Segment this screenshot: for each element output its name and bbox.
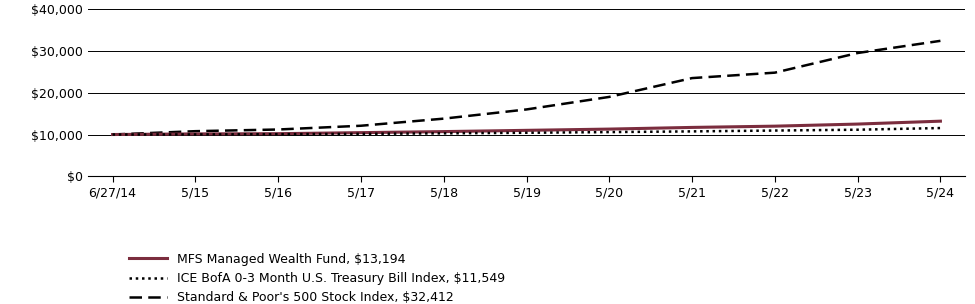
- Standard & Poor's 500 Stock Index, $32,412: [272, 128, 284, 131]
- MFS Managed Wealth Fund, $13,194: [355, 131, 367, 134]
- Standard & Poor's 500 Stock Index, $32,412: [106, 133, 118, 136]
- MFS Managed Wealth Fund, $13,194: [521, 129, 532, 132]
- MFS Managed Wealth Fund, $13,194: [604, 127, 615, 131]
- MFS Managed Wealth Fund, $13,194: [686, 126, 698, 129]
- ICE BofA 0-3 Month U.S. Treasury Bill Index, $11,549: [189, 133, 201, 136]
- Standard & Poor's 500 Stock Index, $32,412: [769, 71, 781, 74]
- ICE BofA 0-3 Month U.S. Treasury Bill Index, $11,549: [935, 126, 947, 130]
- ICE BofA 0-3 Month U.S. Treasury Bill Index, $11,549: [272, 132, 284, 136]
- Standard & Poor's 500 Stock Index, $32,412: [355, 124, 367, 128]
- Standard & Poor's 500 Stock Index, $32,412: [189, 130, 201, 133]
- ICE BofA 0-3 Month U.S. Treasury Bill Index, $11,549: [769, 129, 781, 132]
- ICE BofA 0-3 Month U.S. Treasury Bill Index, $11,549: [604, 130, 615, 134]
- MFS Managed Wealth Fund, $13,194: [189, 132, 201, 136]
- ICE BofA 0-3 Month U.S. Treasury Bill Index, $11,549: [438, 132, 449, 135]
- Line: Standard & Poor's 500 Stock Index, $32,412: Standard & Poor's 500 Stock Index, $32,4…: [112, 41, 941, 135]
- MFS Managed Wealth Fund, $13,194: [272, 132, 284, 136]
- ICE BofA 0-3 Month U.S. Treasury Bill Index, $11,549: [106, 133, 118, 136]
- Standard & Poor's 500 Stock Index, $32,412: [935, 39, 947, 43]
- MFS Managed Wealth Fund, $13,194: [438, 130, 449, 133]
- MFS Managed Wealth Fund, $13,194: [852, 122, 864, 126]
- ICE BofA 0-3 Month U.S. Treasury Bill Index, $11,549: [355, 132, 367, 136]
- MFS Managed Wealth Fund, $13,194: [769, 124, 781, 128]
- Standard & Poor's 500 Stock Index, $32,412: [852, 51, 864, 55]
- MFS Managed Wealth Fund, $13,194: [106, 133, 118, 136]
- MFS Managed Wealth Fund, $13,194: [935, 119, 947, 123]
- ICE BofA 0-3 Month U.S. Treasury Bill Index, $11,549: [852, 128, 864, 132]
- Legend: MFS Managed Wealth Fund, $13,194, ICE BofA 0-3 Month U.S. Treasury Bill Index, $: MFS Managed Wealth Fund, $13,194, ICE Bo…: [129, 253, 505, 304]
- Standard & Poor's 500 Stock Index, $32,412: [438, 117, 449, 120]
- Standard & Poor's 500 Stock Index, $32,412: [604, 95, 615, 99]
- Standard & Poor's 500 Stock Index, $32,412: [521, 108, 532, 111]
- Line: MFS Managed Wealth Fund, $13,194: MFS Managed Wealth Fund, $13,194: [112, 121, 941, 135]
- Standard & Poor's 500 Stock Index, $32,412: [686, 76, 698, 80]
- ICE BofA 0-3 Month U.S. Treasury Bill Index, $11,549: [686, 130, 698, 133]
- Line: ICE BofA 0-3 Month U.S. Treasury Bill Index, $11,549: ICE BofA 0-3 Month U.S. Treasury Bill In…: [112, 128, 941, 135]
- ICE BofA 0-3 Month U.S. Treasury Bill Index, $11,549: [521, 131, 532, 135]
